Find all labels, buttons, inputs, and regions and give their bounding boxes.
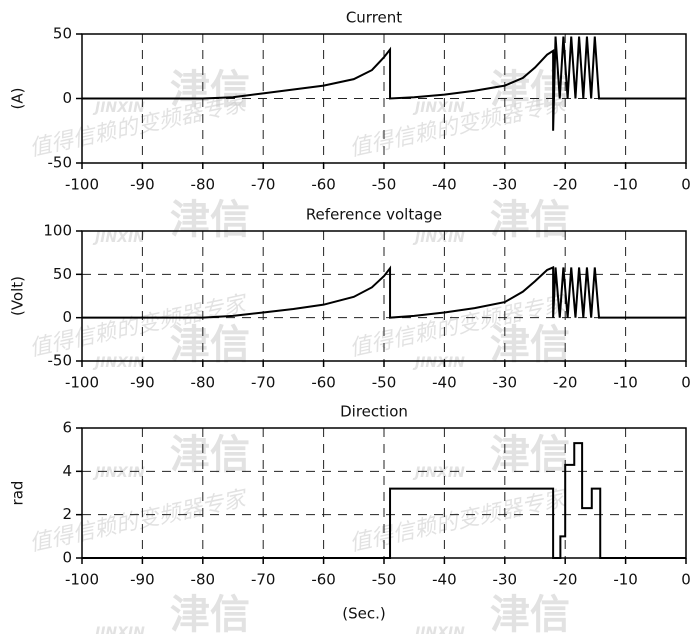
x-tick-label: -70	[251, 571, 276, 589]
x-tick-label: 0	[681, 571, 691, 589]
panel-title: Direction	[340, 403, 408, 421]
x-tick-label: -30	[493, 176, 518, 194]
x-tick-label: -10	[613, 176, 638, 194]
y-tick-label: 100	[43, 222, 72, 240]
watermark-slogan: 值得信赖的变频器专家	[27, 486, 250, 557]
x-tick-label: -60	[311, 374, 336, 392]
watermark-logo: 津信	[490, 67, 570, 113]
y-tick-label: 0	[62, 89, 72, 107]
watermark-brand: JINXIN	[412, 465, 465, 481]
x-tick-label: -20	[553, 571, 578, 589]
y-tick-label: 50	[53, 25, 72, 43]
panel-title: Reference voltage	[306, 206, 442, 224]
data-line	[82, 265, 686, 319]
y-tick-label: -50	[48, 154, 73, 172]
x-tick-label: -90	[130, 571, 155, 589]
watermark-brand: JINXIN	[92, 625, 145, 634]
x-tick-label: -20	[553, 374, 578, 392]
watermark-slogan: 值得信赖的变频器专家	[347, 486, 570, 557]
panel-title: Current	[346, 9, 402, 27]
x-tick-label: -80	[191, 176, 216, 194]
y-tick-label: 4	[62, 462, 72, 480]
x-tick-label: -40	[432, 571, 457, 589]
x-tick-label: 0	[681, 176, 691, 194]
y-tick-label: 6	[62, 419, 72, 437]
watermark-brand: JINXIN	[92, 230, 145, 246]
y-tick-label: 0	[62, 549, 72, 567]
x-tick-label: -60	[311, 571, 336, 589]
x-tick-label: -10	[613, 374, 638, 392]
x-tick-label: -10	[613, 571, 638, 589]
watermark-logo: 津信	[490, 197, 570, 243]
watermark-brand: JINXIN	[412, 230, 465, 246]
x-tick-label: -50	[372, 571, 397, 589]
y-tick-label: 0	[62, 308, 72, 326]
watermark-logo: 津信	[490, 592, 570, 634]
x-tick-label: -90	[130, 176, 155, 194]
x-tick-label: -20	[553, 176, 578, 194]
watermark-logo: 津信	[170, 67, 250, 113]
x-tick-label: 0	[681, 374, 691, 392]
watermark-brand: JINXIN	[92, 465, 145, 481]
x-tick-label: -90	[130, 374, 155, 392]
x-tick-label: -50	[372, 176, 397, 194]
y-axis-label: (A)	[9, 88, 27, 110]
watermark-logo: 津信	[170, 197, 250, 243]
y-axis-label: (Volt)	[9, 276, 27, 316]
x-tick-label: -70	[251, 374, 276, 392]
watermark-brand: JINXIN	[92, 355, 145, 371]
x-tick-label: -30	[493, 571, 518, 589]
data-line	[82, 36, 686, 131]
watermark-logo: 津信	[490, 432, 570, 478]
watermark-brand: JINXIN	[412, 355, 465, 371]
x-tick-label: -70	[251, 176, 276, 194]
x-tick-label: -80	[191, 374, 216, 392]
watermark-brand: JINXIN	[412, 625, 465, 634]
data-line	[82, 442, 686, 559]
x-tick-label: -100	[65, 571, 99, 589]
watermark-brand: JINXIN	[412, 100, 465, 116]
y-tick-label: 2	[62, 505, 72, 523]
x-axis-label: (Sec.)	[342, 605, 385, 623]
y-tick-label: -50	[48, 352, 73, 370]
x-tick-label: -100	[65, 176, 99, 194]
x-tick-label: -40	[432, 374, 457, 392]
x-tick-label: -60	[311, 176, 336, 194]
x-tick-label: -50	[372, 374, 397, 392]
x-tick-label: -80	[191, 571, 216, 589]
watermark-logo: 津信	[170, 592, 250, 634]
y-tick-label: 50	[53, 265, 72, 283]
watermark-brand: JINXIN	[92, 100, 145, 116]
plot-frame	[81, 230, 687, 362]
x-tick-label: -40	[432, 176, 457, 194]
x-tick-label: -30	[493, 374, 518, 392]
x-tick-label: -100	[65, 374, 99, 392]
watermark-logo: 津信	[170, 432, 250, 478]
y-axis-label: rad	[9, 481, 27, 506]
